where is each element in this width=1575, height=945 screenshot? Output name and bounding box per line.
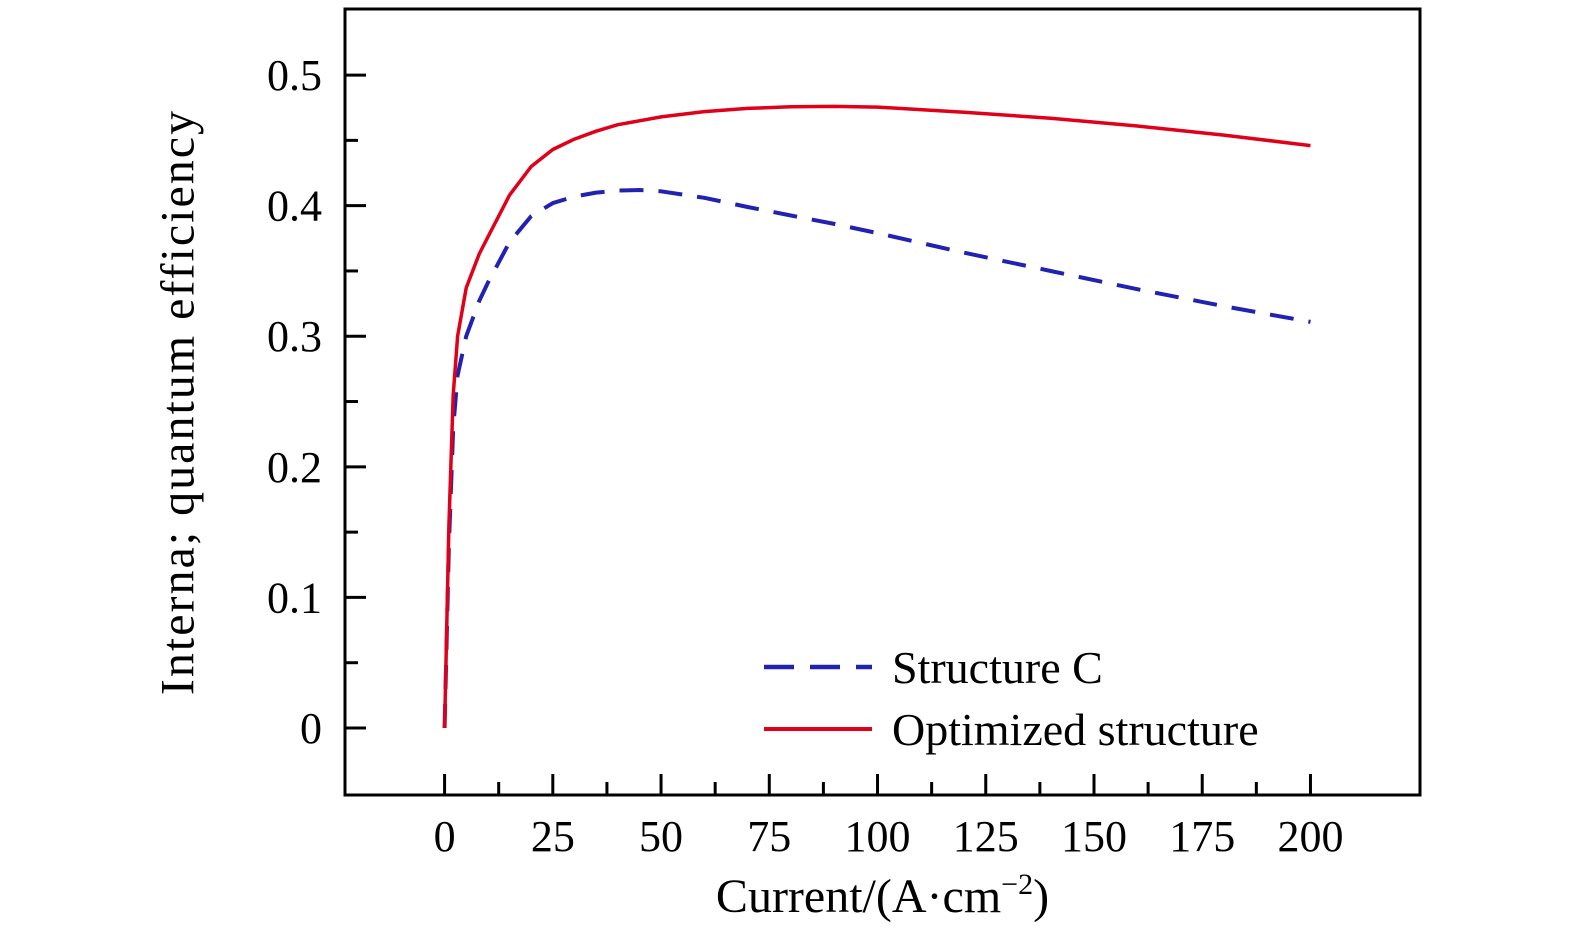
solid-line-sample-icon [764, 727, 872, 731]
y-axis-title: Interna; quantum efficiency [151, 109, 206, 695]
y-tick-label: 0.2 [267, 443, 322, 492]
y-tick-label: 0.3 [267, 312, 322, 361]
x-tick-label: 50 [639, 812, 683, 861]
x-tick-label: 175 [1169, 812, 1235, 861]
x-tick-label: 100 [845, 812, 911, 861]
legend-label-structure-c: Structure C [892, 641, 1103, 693]
x-tick-label: 150 [1061, 812, 1127, 861]
x-tick-label: 125 [953, 812, 1019, 861]
x-tick-label: 0 [434, 812, 456, 861]
series-curve-0 [442, 188, 1311, 729]
legend-label-optimized-structure: Optimized structure [892, 703, 1259, 755]
x-axis-title: Current/(A·cm−2) [345, 868, 1420, 924]
x-tick-label: 25 [531, 812, 575, 861]
series-curve-1 [442, 104, 1311, 729]
axes-frame [343, 7, 1422, 797]
x-axis-title-text: Current/(A·cm [715, 870, 1002, 923]
y-tick-label: 0.1 [267, 573, 322, 622]
y-axis-title-text: Interna; quantum efficiency [151, 108, 205, 696]
x-tick-label: 75 [747, 812, 791, 861]
legend-item-optimized-structure: Optimized structure [762, 698, 1259, 760]
legend: Structure C Optimized structure [762, 636, 1259, 760]
y-tick-label: 0 [300, 704, 322, 753]
x-axis-title-suffix: ) [1033, 870, 1050, 923]
x-tick-label: 200 [1277, 812, 1343, 861]
legend-item-structure-c: Structure C [762, 636, 1259, 698]
y-tick-label: 0.4 [267, 182, 322, 231]
y-tick-label: 0.5 [267, 51, 322, 100]
x-axis-title-exponent: −2 [1001, 868, 1034, 901]
dashed-line-sample-icon [764, 664, 872, 670]
